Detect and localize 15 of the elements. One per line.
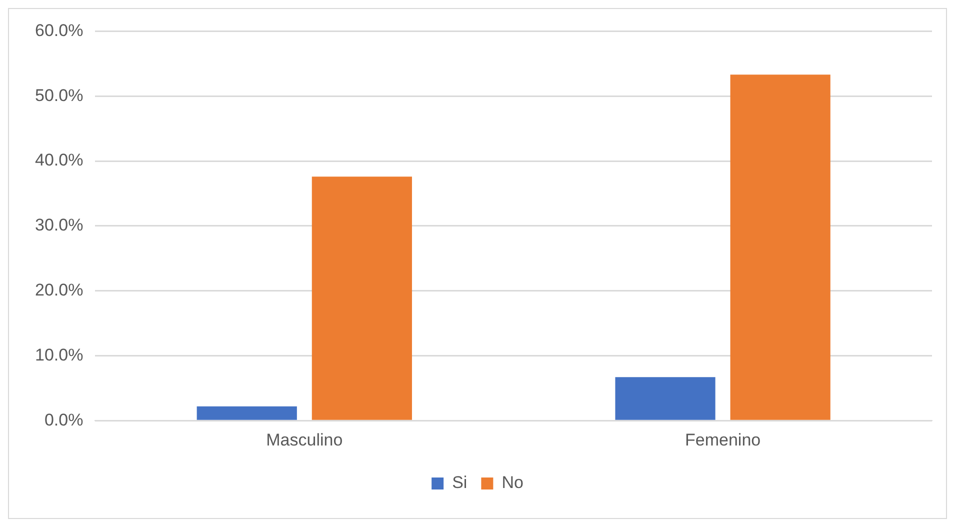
y-tick-label: 60.0% <box>35 20 84 40</box>
legend-label: No <box>502 473 524 492</box>
bar <box>196 406 297 420</box>
bar <box>615 377 716 420</box>
y-tick-label: 50.0% <box>35 86 84 105</box>
y-tick-label: 0.0% <box>44 410 84 430</box>
y-tick-label: 10.0% <box>35 345 84 364</box>
bar <box>312 176 412 420</box>
legend-label: Si <box>452 473 468 492</box>
y-tick-label: 20.0% <box>35 280 84 300</box>
y-tick-label: 40.0% <box>35 150 84 170</box>
bar <box>730 74 830 420</box>
x-tick-label: Masculino <box>266 430 343 450</box>
y-tick-label: 30.0% <box>35 216 84 235</box>
x-tick-label: Femenino <box>684 430 761 450</box>
